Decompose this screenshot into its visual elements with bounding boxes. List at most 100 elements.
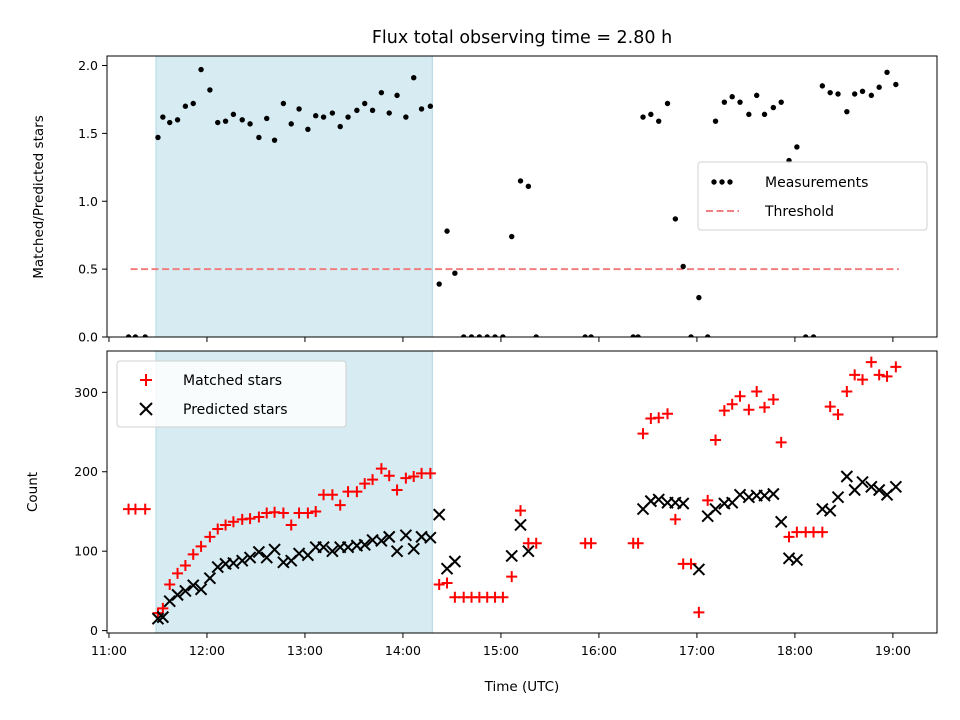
measurement-point xyxy=(509,233,515,240)
measurement-point xyxy=(296,106,302,112)
measurement-point xyxy=(427,103,434,109)
matched-star-point xyxy=(873,369,885,381)
measurement-point xyxy=(155,134,161,141)
matched-star-point xyxy=(865,356,877,368)
predicted-star-point xyxy=(187,579,200,592)
measurement-point xyxy=(827,89,833,96)
matched-star-point xyxy=(277,507,289,519)
predicted-star-point xyxy=(652,493,665,506)
matched-star-point xyxy=(195,540,207,552)
chart-title: Flux total observing time = 2.80 h xyxy=(372,28,672,48)
measurement-point xyxy=(403,114,409,120)
measurement-point xyxy=(672,216,679,222)
predicted-star-point xyxy=(767,487,780,501)
measurement-point xyxy=(418,106,425,112)
measurement-point xyxy=(753,92,760,99)
predicted-star-point xyxy=(522,544,535,558)
measurement-point xyxy=(125,334,132,337)
measurement-point xyxy=(198,66,204,73)
matched-star-point xyxy=(179,559,191,571)
predicted-star-point xyxy=(268,543,281,556)
measurement-point xyxy=(452,270,458,276)
measurement-point xyxy=(337,123,343,130)
matched-star-point xyxy=(824,401,836,413)
matched-star-point xyxy=(383,470,395,482)
measurement-point xyxy=(819,83,826,89)
measurement-point xyxy=(436,281,442,287)
measurement-point xyxy=(288,121,294,127)
measurement-point xyxy=(712,118,719,124)
measurement-point xyxy=(280,100,287,107)
measurement-point xyxy=(142,334,148,337)
measurement-point xyxy=(851,91,858,97)
predicted-star-point xyxy=(227,556,240,570)
measurement-point xyxy=(476,334,483,337)
predicted-star-point xyxy=(424,531,437,544)
top-y-tick-label: 0.5 xyxy=(78,262,98,277)
legend-marker-measurements xyxy=(711,179,733,185)
matched-star-point xyxy=(497,591,509,603)
measurement-point xyxy=(876,84,882,90)
matched-star-point xyxy=(212,523,224,535)
measurement-point xyxy=(648,111,654,118)
predicted-star-point xyxy=(194,583,208,596)
matched-star-point xyxy=(129,503,141,515)
measurement-point xyxy=(354,107,360,113)
predicted-star-point xyxy=(782,552,796,565)
predicted-star-point xyxy=(432,508,446,521)
predicted-star-point xyxy=(179,584,192,598)
measurement-point xyxy=(271,137,278,143)
matched-star-point xyxy=(734,390,746,402)
matched-star-point xyxy=(702,494,714,506)
predicted-star-point xyxy=(448,555,462,568)
matched-star-point xyxy=(662,408,674,420)
top-x-ticks xyxy=(108,337,894,342)
matched-star-point xyxy=(816,526,828,538)
measurement-point xyxy=(444,228,450,234)
matched-star-point xyxy=(326,489,338,501)
measurement-point xyxy=(239,117,245,123)
matched-star-point xyxy=(881,370,893,382)
predicted-star-point xyxy=(407,542,420,556)
top-y-tick-label: 1.5 xyxy=(78,126,98,141)
matched-star-point xyxy=(334,499,346,511)
matched-star-point xyxy=(743,404,755,416)
measurement-point xyxy=(329,110,336,116)
measurement-point xyxy=(230,111,237,118)
measurement-point xyxy=(411,75,417,81)
predicted-star-point xyxy=(872,483,886,497)
measurement-point xyxy=(500,334,506,337)
predicted-star-point xyxy=(790,553,804,567)
matched-star-point xyxy=(693,606,705,618)
top-y-tick-label: 0.0 xyxy=(78,330,98,345)
matched-star-point xyxy=(759,401,771,413)
predicted-star-point xyxy=(375,534,388,548)
measurement-point xyxy=(746,111,752,118)
measurement-point xyxy=(688,334,694,337)
predicted-star-point xyxy=(709,502,722,516)
legend-label-threshold: Threshold xyxy=(764,204,834,220)
x-tick-label: 13:00 xyxy=(287,643,323,658)
matched-star-point xyxy=(164,579,176,591)
matched-star-point xyxy=(718,405,730,417)
bottom-x-axis: 11:00 12:00 13:00 14:00 15:00 16:00 17:00 18:00… xyxy=(91,633,911,658)
top-y-axis-label: Matched/Predicted stars xyxy=(31,115,47,278)
matched-star-point xyxy=(710,434,722,446)
predicted-star-point xyxy=(505,549,518,563)
bottom-plot-frame xyxy=(106,350,938,634)
matched-star-point xyxy=(890,361,902,373)
matched-star-point xyxy=(157,602,169,614)
matched-star-point xyxy=(187,548,199,560)
predicted-star-point xyxy=(840,470,854,483)
matched-star-point xyxy=(637,428,649,440)
legend-label-matched-stars: Matched stars xyxy=(183,373,282,389)
legend-marker-predicted-stars xyxy=(139,402,153,416)
measurement-point xyxy=(588,334,594,337)
matched-star-point xyxy=(408,471,420,483)
measurement-point xyxy=(320,114,327,120)
matched-star-point xyxy=(375,463,387,475)
top-plot-frame xyxy=(106,55,938,338)
predicted-star-point xyxy=(692,563,706,576)
measurement-point xyxy=(844,108,850,115)
matched-star-point xyxy=(506,571,518,583)
